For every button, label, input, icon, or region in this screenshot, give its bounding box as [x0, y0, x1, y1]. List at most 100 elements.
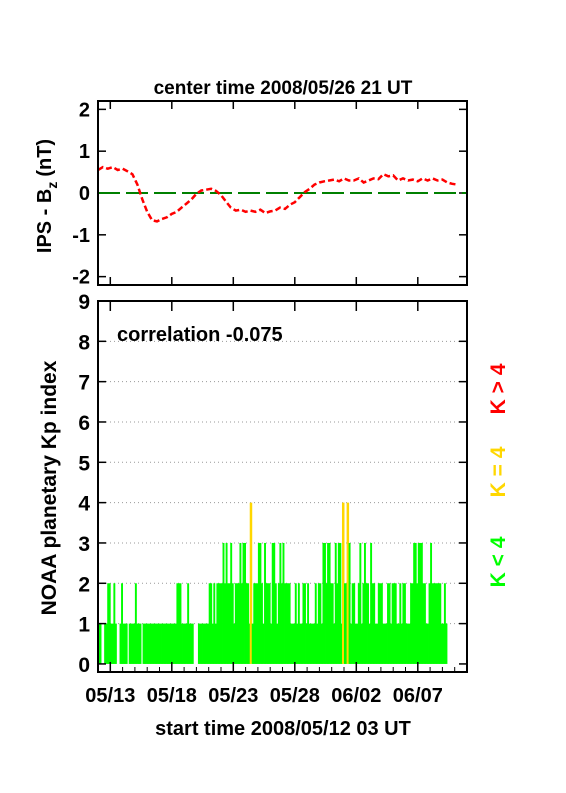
kp-bar	[290, 623, 293, 664]
kp-bar	[396, 623, 399, 664]
kp-bar	[282, 542, 285, 664]
kp-bar	[167, 623, 170, 664]
bottom-x-tick-label: 06/02	[331, 685, 381, 707]
kp-bar	[348, 542, 351, 664]
kp-bar	[253, 583, 256, 664]
kp-bar	[307, 583, 310, 664]
kp-bar	[179, 583, 182, 664]
kp-bar	[148, 623, 151, 664]
kp-bar	[440, 623, 443, 664]
kp-bar	[240, 583, 243, 664]
bottom-y-tick-label: 9	[78, 291, 90, 314]
kp-bar	[350, 623, 353, 664]
kp-bar	[260, 583, 263, 664]
kp-bar	[208, 583, 211, 664]
kp-bar	[304, 583, 306, 664]
kp-bar	[168, 623, 171, 664]
kp-bar	[216, 583, 219, 664]
kp-bar	[305, 623, 308, 664]
kp-bar	[181, 623, 183, 664]
kp-bar	[411, 583, 414, 664]
kp-bar	[345, 583, 348, 664]
ylabel-main: IPS - B	[34, 189, 56, 253]
kp-bar	[264, 542, 266, 664]
kp-bar	[400, 623, 403, 664]
kp-bar	[330, 583, 333, 664]
kp-bar	[377, 583, 380, 664]
kp-bar	[217, 583, 220, 664]
kp-bar	[365, 583, 368, 664]
kp-bar	[265, 583, 268, 664]
kp-bar	[360, 623, 363, 664]
kp-bar	[251, 623, 254, 664]
kp-bar	[242, 542, 245, 664]
kp-bar	[122, 623, 125, 664]
kp-bar	[382, 623, 385, 664]
bottom-x-tick-label: 05/28	[270, 685, 320, 707]
kp-bar	[125, 623, 128, 664]
kp-bar	[156, 623, 159, 664]
kp-bar	[293, 623, 296, 664]
kp-bar	[322, 542, 325, 664]
kp-bar	[137, 623, 140, 664]
kp-bar	[420, 542, 423, 664]
kp-bar	[247, 583, 250, 664]
kp-bar	[142, 623, 145, 664]
kp-bar	[114, 623, 117, 664]
kp-bar	[299, 623, 302, 664]
kp-bar	[442, 623, 445, 664]
kp-bar	[399, 583, 402, 664]
kp-bar	[204, 623, 207, 664]
bottom-plot-frame	[97, 300, 468, 673]
kp-bar	[144, 623, 147, 664]
kp-bar	[176, 583, 179, 664]
kp-bar	[284, 583, 286, 664]
kp-bar	[254, 583, 257, 664]
kp-bar	[368, 623, 371, 664]
kp-bar	[274, 583, 277, 664]
kp-bar	[256, 583, 259, 664]
bottom-y-tick-label: 0	[78, 654, 90, 677]
kp-bar	[237, 583, 240, 664]
top-y-tick-label: -2	[72, 267, 90, 289]
kp-bar	[279, 542, 282, 664]
kp-bar	[328, 542, 331, 664]
svg-text:IPS - Bz(nT): IPS - Bz (nT)	[34, 139, 60, 253]
top-y-axis-label: IPS - Bz (nT)	[34, 139, 60, 253]
bz-series-line	[97, 165, 458, 223]
kp-bar	[317, 583, 320, 664]
kp-bar	[171, 623, 174, 664]
kp-bar	[236, 583, 239, 664]
kp-bar	[245, 583, 248, 664]
kp-bar	[385, 623, 388, 664]
kp-bar	[110, 623, 113, 664]
kp-bar	[113, 583, 116, 664]
kp-bar	[310, 623, 313, 664]
kp-bar	[214, 623, 217, 664]
kp-bar	[376, 623, 379, 664]
bottom-y-tick-label: 6	[78, 412, 90, 435]
kp-bar	[201, 623, 203, 664]
kp-bar	[324, 542, 326, 664]
kp-bar	[136, 623, 139, 664]
kp-bar	[391, 583, 394, 664]
kp-bar	[234, 583, 237, 664]
kp-bar	[182, 623, 185, 664]
kp-bar	[164, 623, 167, 664]
kp-bar	[354, 623, 357, 664]
legend-entry: K < 4	[487, 536, 510, 587]
kp-bar	[320, 623, 323, 664]
kp-bar	[170, 623, 173, 664]
kp-bar	[262, 623, 265, 664]
kp-bar	[285, 583, 288, 664]
top-plot-frame	[97, 100, 468, 286]
kp-bar	[425, 623, 428, 664]
kp-bar	[422, 583, 425, 664]
kp-bar	[173, 623, 176, 664]
kp-bar	[191, 623, 194, 664]
kp-bar	[423, 583, 426, 664]
kp-bar	[197, 623, 200, 664]
kp-bar	[414, 542, 417, 664]
top-y-tick-label: 2	[79, 99, 90, 121]
top-y-tick-label: 1	[79, 141, 90, 163]
